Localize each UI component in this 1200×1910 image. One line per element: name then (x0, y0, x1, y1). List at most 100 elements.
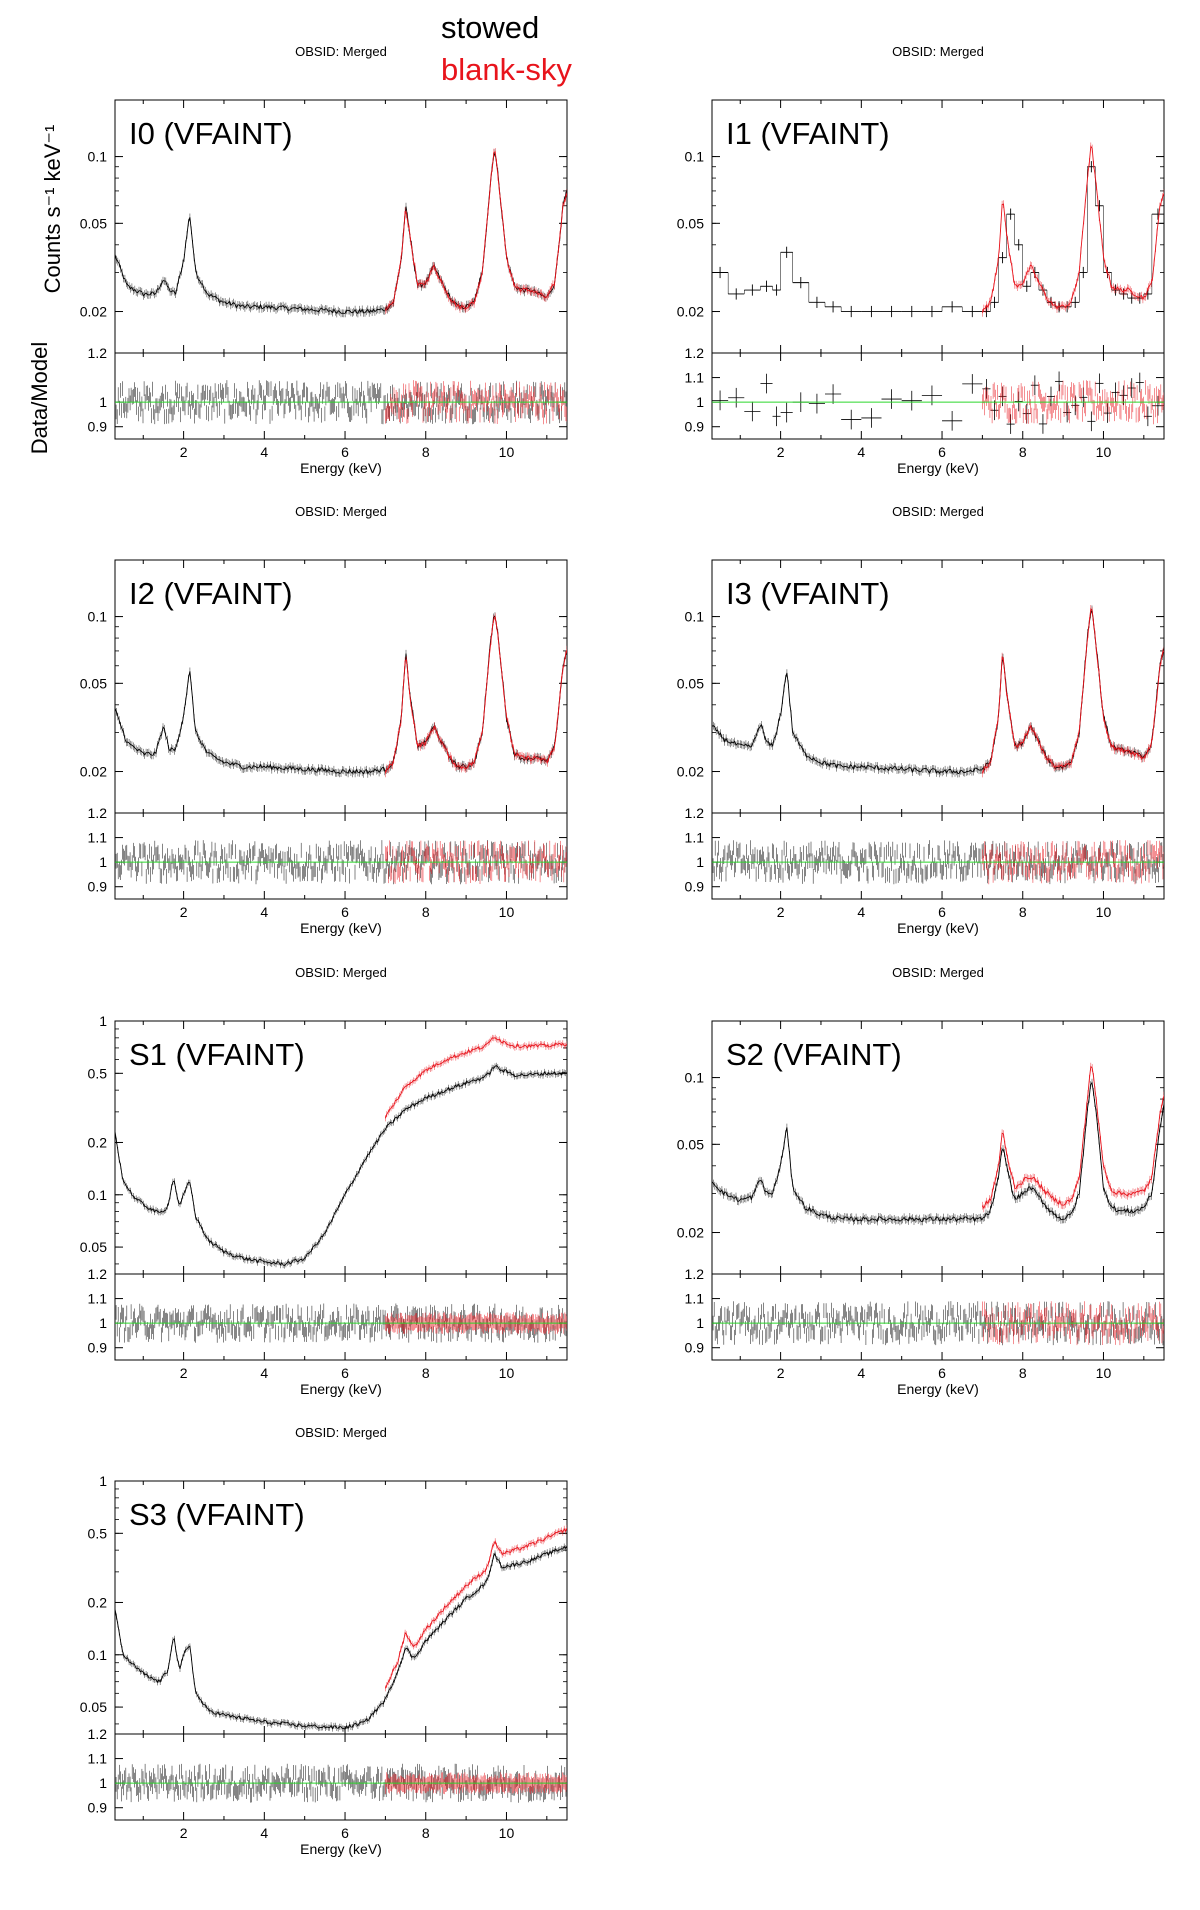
ratio-y-tick-label: 1 (99, 1315, 107, 1331)
chart-title: OBSID: Merged (295, 44, 387, 59)
error-bars (115, 612, 567, 778)
ratio-y-tick-label: 1.2 (88, 345, 108, 361)
x-tick-label: 2 (180, 1825, 188, 1841)
chart-panel-2: OBSID: Merged I2 (VFAINT) 0.02 0.05 0.1 2 4 6 8 1… (80, 504, 568, 936)
series-line (384, 1037, 567, 1119)
x-tick-label: 8 (422, 1825, 430, 1841)
legend-blank-sky: blank-sky (441, 52, 572, 87)
x-tick-label: 10 (499, 904, 515, 920)
series-blank-sky (384, 1524, 567, 1692)
x-tick-label: 8 (422, 904, 430, 920)
x-axis-label: Energy (keV) (897, 1381, 979, 1397)
chart-panel-6: OBSID: Merged S3 (VFAINT) 0.05 0.1 0.2 0.5 1 2 4… (80, 1425, 568, 1857)
error-bars (982, 142, 1164, 317)
ratio-y-tick-label: 0.9 (685, 879, 705, 895)
x-tick-label: 2 (180, 1365, 188, 1381)
chart-title: OBSID: Merged (892, 44, 984, 59)
chart-title: OBSID: Merged (892, 504, 984, 519)
x-tick-label: 2 (777, 1365, 785, 1381)
ratio-series (115, 840, 567, 885)
y-tick-label: 0.2 (88, 1594, 108, 1610)
chart-panel-0: OBSID: Merged I0 (VFAINT) 0.02 0.05 0.1 2 4 6 8 1… (80, 44, 568, 476)
x-tick-label: 10 (1096, 904, 1112, 920)
ratio-plot-frame (711, 352, 1165, 440)
error-bars (712, 605, 1164, 778)
ratio-y-tick-label: 0.9 (88, 879, 108, 895)
series-line (115, 151, 567, 315)
ratio-y-tick-label: 1.1 (685, 1291, 705, 1307)
y-tick-label: 0.02 (677, 764, 704, 780)
error-bars (385, 1524, 567, 1692)
chart-panel-4: OBSID: Merged S1 (VFAINT) 0.05 0.1 0.2 0.5 1 2 4… (80, 965, 568, 1397)
y-tick-label: 0.05 (677, 1136, 704, 1152)
y-tick-label: 0.1 (685, 609, 705, 625)
y-tick-label: 0.1 (88, 1647, 108, 1663)
x-tick-label: 10 (499, 444, 515, 460)
x-tick-label: 6 (938, 1365, 946, 1381)
y-tick-label: 0.1 (88, 149, 108, 165)
series-stowed (712, 1078, 1164, 1226)
x-tick-label: 8 (1019, 444, 1027, 460)
x-tick-label: 6 (341, 904, 349, 920)
ratio-y-tick-label: 1.1 (685, 370, 705, 386)
ratio-series (115, 1763, 567, 1803)
x-tick-label: 8 (422, 444, 430, 460)
x-tick-label: 10 (1096, 444, 1112, 460)
x-tick-label: 2 (777, 904, 785, 920)
y-tick-label: 0.1 (88, 609, 108, 625)
y-axis-label-counts: Counts s⁻¹ keV⁻¹ (40, 124, 65, 294)
series-line (982, 1065, 1164, 1210)
x-tick-label: 2 (180, 444, 188, 460)
y-tick-label: 1 (99, 1473, 107, 1489)
series-line (712, 1081, 1164, 1223)
series-blank-sky (384, 613, 567, 778)
series-line (115, 615, 567, 775)
y-tick-label: 0.02 (677, 1225, 704, 1241)
series-line (981, 607, 1164, 774)
chart-panel-3: OBSID: Merged I3 (VFAINT) 0.02 0.05 0.1 2 4 6 8 1… (677, 504, 1165, 936)
ratio-y-tick-label: 1 (696, 394, 704, 410)
series-line (981, 144, 1164, 313)
ratio-y-tick-label: 1 (99, 854, 107, 870)
y-tick-label: 0.05 (80, 675, 107, 691)
ratio-y-tick-label: 1.2 (88, 805, 108, 821)
y-tick-label: 0.05 (80, 1699, 107, 1715)
x-tick-label: 10 (1096, 1365, 1112, 1381)
x-tick-label: 6 (938, 444, 946, 460)
series-line (385, 150, 567, 311)
x-tick-label: 4 (260, 1825, 268, 1841)
error-bars (982, 1062, 1164, 1213)
error-bars (115, 1543, 567, 1733)
series-line (384, 615, 567, 774)
x-axis-label: Energy (keV) (897, 920, 979, 936)
x-tick-label: 4 (857, 1365, 865, 1381)
x-tick-label: 10 (499, 1365, 515, 1381)
x-tick-label: 4 (260, 904, 268, 920)
ratio-y-tick-label: 0.9 (685, 419, 705, 435)
series-line (115, 1065, 567, 1267)
series-blank-sky (385, 148, 567, 315)
panel-label: I0 (VFAINT) (129, 116, 293, 151)
y-tick-label: 0.2 (88, 1134, 108, 1150)
y-tick-label: 0.02 (80, 764, 107, 780)
series-blank-sky (982, 1062, 1164, 1213)
y-tick-label: 0.1 (88, 1187, 108, 1203)
error-bars (115, 1062, 567, 1269)
y-tick-label: 0.1 (685, 1070, 705, 1086)
y-tick-label: 0.02 (80, 304, 107, 320)
ratio-y-tick-label: 1.1 (88, 1291, 108, 1307)
panel-label: S3 (VFAINT) (129, 1497, 305, 1532)
chart-panel-5: OBSID: Merged S2 (VFAINT) 0.02 0.05 0.1 2 4 6 8 1… (677, 965, 1165, 1397)
ratio-y-tick-label: 1 (696, 854, 704, 870)
series-stowed (712, 161, 1164, 318)
error-bars (385, 1034, 567, 1122)
series-stowed (115, 612, 567, 778)
ratio-series (115, 380, 567, 425)
y-axis-label-ratio: Data/Model (27, 341, 52, 455)
ratio-y-tick-label: 1 (696, 1315, 704, 1331)
chart-panel-1: OBSID: Merged I1 (VFAINT) 0.02 0.05 0.1 2 4 6 8 1… (677, 44, 1165, 476)
y-tick-label: 0.05 (80, 1239, 107, 1255)
y-tick-label: 1 (99, 1013, 107, 1029)
error-bars (385, 148, 567, 315)
